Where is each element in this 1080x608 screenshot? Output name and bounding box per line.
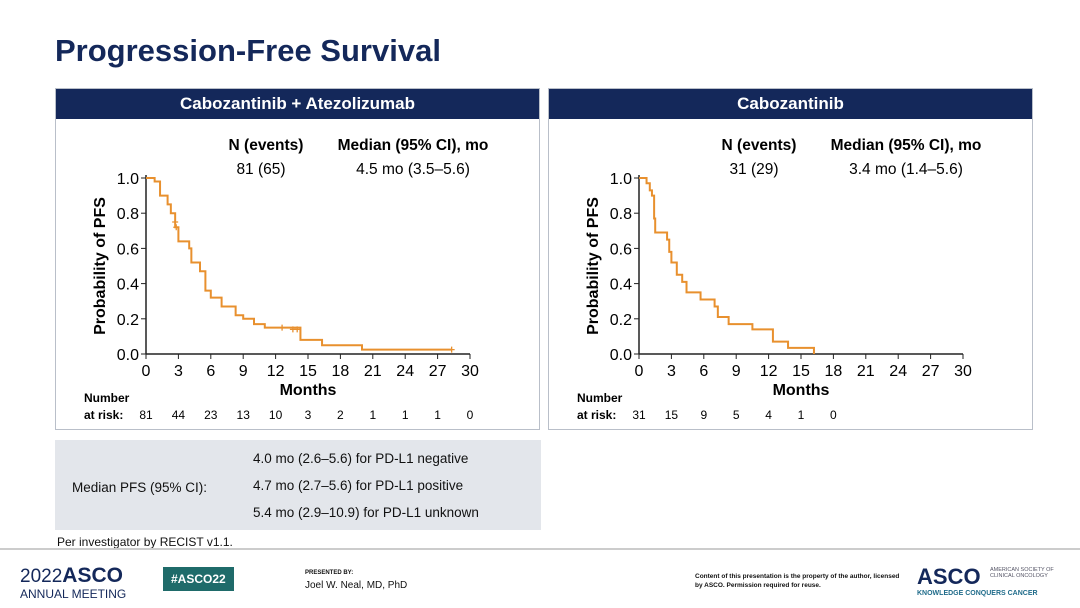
at-risk-value: 31 [632,408,646,422]
censor-mark [279,324,286,331]
km-curve [639,177,815,354]
org-full: AMERICAN SOCIETY OF CLINICAL ONCOLOGY [990,567,1054,579]
km-chart-combo: N (events) Median (95% CI), mo 81 (65) 4.5 … [84,137,489,422]
x-axis-label: Months [773,382,830,399]
y-axis-label: Probability of PFS [585,197,602,335]
meeting-year: 2022 [20,566,63,587]
x-tick-label: 18 [332,363,350,380]
y-tick-label: 0.2 [610,312,632,329]
y-tick-label: 1.0 [117,171,139,188]
panel-title: Cabozantinib [549,89,1032,119]
subgroup-label: Median PFS (95% CI): [72,480,208,495]
subgroup-item: 4.0 mo (2.6–5.6) for PD-L1 negative [253,451,469,466]
km-chart-cabo: N (events) Median (95% CI), mo 31 (29) 3.4 … [577,137,982,422]
risk-label: at risk: [577,408,616,422]
at-risk-value: 2 [337,408,344,422]
x-tick-label: 9 [239,363,248,380]
at-risk-value: 3 [305,408,312,422]
presented-by-label: PRESENTED BY: [305,570,354,576]
censor-mark [173,224,180,231]
x-tick-label: 21 [857,363,875,380]
tagline: KNOWLEDGE CONQUERS CANCER [917,590,1038,597]
footer: 2022ASCO ANNUAL MEETING #ASCO22 PRESENTE… [0,548,1080,608]
risk-label: Number [577,391,623,405]
y-tick-label: 0.2 [117,312,139,329]
x-tick-label: 12 [267,363,285,380]
x-tick-label: 6 [699,363,708,380]
x-tick-label: 18 [825,363,843,380]
at-risk-value: 1 [369,408,376,422]
copyright: Content of this presentation is the prop… [695,573,900,589]
median-value: 4.5 mo (3.5–5.6) [356,161,470,178]
x-tick-label: 27 [429,363,447,380]
at-risk-value: 1 [798,408,805,422]
panel-title: Cabozantinib + Atezolizumab [56,89,539,119]
x-tick-label: 15 [792,363,810,380]
risk-label: at risk: [84,408,123,422]
footnote: Per investigator by RECIST v1.1. [57,535,233,549]
x-tick-label: 9 [732,363,741,380]
presenter: Joel W. Neal, MD, PhD [305,580,408,591]
x-tick-label: 0 [635,363,644,380]
x-tick-label: 6 [206,363,215,380]
y-tick-label: 0.4 [117,277,139,294]
n-value: 31 (29) [729,161,778,178]
x-tick-label: 15 [299,363,317,380]
asco-logo: ASCO [917,564,981,589]
x-tick-label: 30 [954,363,972,380]
at-risk-value: 13 [237,408,251,422]
x-tick-label: 0 [142,363,151,380]
median-header: Median (95% CI), mo [338,137,489,154]
meeting-logo: ASCO [62,564,123,587]
x-tick-label: 3 [174,363,183,380]
x-tick-label: 24 [889,363,907,380]
subgroup-item: 4.7 mo (2.7–5.6) for PD-L1 positive [253,478,464,493]
y-tick-label: 1.0 [610,171,632,188]
n-header: N (events) [722,137,797,154]
page-title: Progression-Free Survival [55,33,441,68]
at-risk-value: 23 [204,408,218,422]
y-tick-label: 0.0 [610,347,632,364]
y-tick-label: 0.0 [117,347,139,364]
meeting-sub: ANNUAL MEETING [20,587,127,601]
x-tick-label: 3 [667,363,676,380]
panel-cabo: Cabozantinib N (events) Median (95% CI), … [548,88,1033,430]
y-tick-label: 0.6 [610,241,632,258]
y-tick-label: 0.8 [610,206,632,223]
at-risk-value: 0 [830,408,837,422]
at-risk-value: 9 [700,408,707,422]
x-tick-label: 30 [461,363,479,380]
censor-mark [448,346,455,353]
x-tick-label: 21 [364,363,382,380]
x-tick-label: 12 [760,363,778,380]
km-curve [146,177,452,351]
at-risk-value: 44 [172,408,186,422]
at-risk-value: 5 [733,408,740,422]
x-axis-label: Months [280,382,337,399]
n-value: 81 (65) [236,161,285,178]
at-risk-value: 1 [402,408,409,422]
risk-label: Number [84,391,130,405]
censor-mark [294,326,301,333]
y-tick-label: 0.6 [117,241,139,258]
panel-combo: Cabozantinib + Atezolizumab N (events) Me… [55,88,540,430]
y-tick-label: 0.4 [610,277,632,294]
censor-mark [172,219,179,225]
at-risk-value: 1 [434,408,441,422]
hashtag-badge: #ASCO22 [163,567,234,591]
subgroup-box: Median PFS (95% CI): 4.0 mo (2.6–5.6) fo… [55,440,541,530]
at-risk-value: 81 [139,408,153,422]
median-header: Median (95% CI), mo [831,137,982,154]
y-axis-label: Probability of PFS [92,197,109,335]
n-header: N (events) [229,137,304,154]
x-tick-label: 24 [396,363,414,380]
at-risk-value: 0 [467,408,474,422]
y-tick-label: 0.8 [117,206,139,223]
median-value: 3.4 mo (1.4–5.6) [849,161,963,178]
x-tick-label: 27 [922,363,940,380]
at-risk-value: 15 [665,408,679,422]
subgroup-item: 5.4 mo (2.9–10.9) for PD-L1 unknown [253,505,479,520]
at-risk-value: 10 [269,408,283,422]
at-risk-value: 4 [765,408,772,422]
